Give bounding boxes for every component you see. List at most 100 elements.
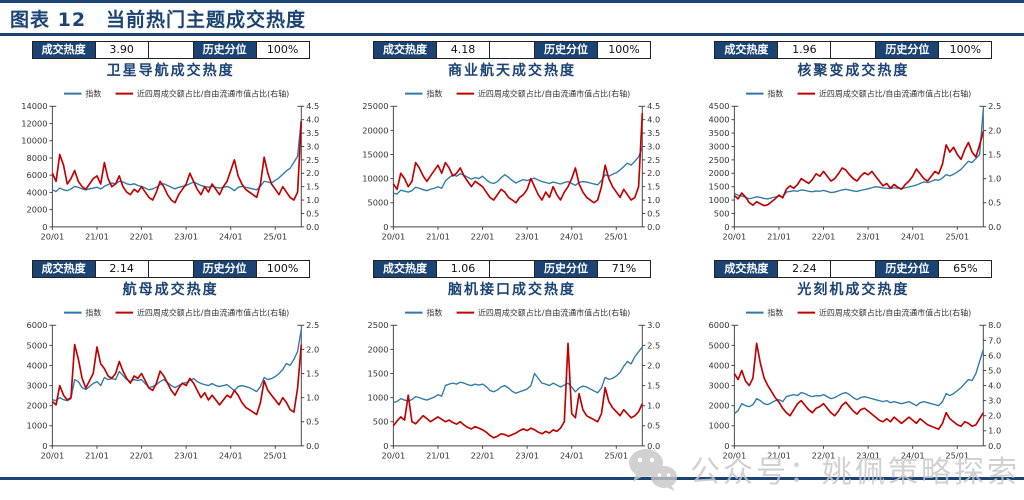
percentile-value: 100% bbox=[255, 41, 310, 59]
title-underline-rule bbox=[0, 33, 1024, 36]
left-tick-label: 4500 bbox=[709, 101, 730, 111]
right-tick-label: 7.0 bbox=[988, 335, 1001, 345]
ratio-line bbox=[734, 131, 985, 207]
x-tick-label: 21/01 bbox=[85, 231, 109, 241]
right-tick-label: 3.0 bbox=[306, 141, 319, 151]
legend-ratio-label: 近四周成交额占比/自由流通市值占比(右轴) bbox=[137, 89, 289, 99]
percentile-label: 历史分位 bbox=[192, 41, 257, 59]
heat-value: 3.90 bbox=[94, 41, 149, 59]
charts-grid: 成交热度 3.90 历史分位 100% 卫星导航成交热度 0 2000 4000 6000 800… bbox=[0, 38, 1024, 476]
right-tick-label: 4.5 bbox=[306, 101, 319, 111]
left-tick-label: 12000 bbox=[21, 118, 47, 128]
left-tick-label: 2000 bbox=[26, 205, 47, 215]
x-tick-label: 22/01 bbox=[812, 450, 836, 460]
left-tick-label: 4000 bbox=[709, 115, 730, 125]
heat-badge: 成交热度 4.18 历史分位 100% bbox=[372, 41, 651, 59]
heat-value: 1.96 bbox=[777, 41, 832, 59]
left-tick-label: 0 bbox=[383, 222, 388, 232]
ratio-line bbox=[392, 112, 644, 204]
left-tick-label: 2000 bbox=[709, 401, 730, 411]
badge-spacer bbox=[488, 260, 535, 278]
right-tick-label: 4.0 bbox=[647, 115, 660, 125]
ratio-line bbox=[51, 121, 302, 204]
right-tick-label: 0.5 bbox=[306, 208, 319, 218]
right-tick-label: 4.0 bbox=[306, 115, 319, 125]
badge-spacer bbox=[147, 260, 194, 278]
index-line bbox=[51, 329, 302, 402]
heat-badge: 成交热度 2.14 历史分位 100% bbox=[31, 260, 310, 278]
chart-canvas: 0 5000 10000 15000 20000 25000 0.0 0.5 1.0 1.5 2.0… bbox=[362, 89, 660, 242]
legend-index-label: 指数 bbox=[768, 308, 784, 318]
heat-value: 1.06 bbox=[435, 260, 490, 278]
percentile-label: 历史分位 bbox=[875, 41, 940, 59]
left-tick-label: 2000 bbox=[367, 344, 388, 354]
x-tick-label: 22/01 bbox=[129, 231, 153, 241]
right-tick-label: 1.0 bbox=[647, 195, 660, 205]
left-tick-label: 0 bbox=[383, 441, 388, 451]
left-tick-label: 5000 bbox=[367, 198, 388, 208]
left-tick-label: 15000 bbox=[362, 149, 388, 159]
left-tick-label: 4000 bbox=[26, 187, 47, 197]
x-tick-label: 21/01 bbox=[767, 450, 791, 460]
legend-index-label: 指数 bbox=[85, 308, 101, 318]
legend-ratio-label: 近四周成交额占比/自由流通市值占比(右轴) bbox=[819, 308, 971, 318]
right-tick-label: 5.0 bbox=[988, 365, 1001, 375]
heat-label: 成交热度 bbox=[372, 41, 437, 59]
left-tick-label: 3000 bbox=[26, 380, 47, 390]
x-tick-label: 24/01 bbox=[560, 231, 584, 241]
x-tick-label: 23/01 bbox=[515, 450, 539, 460]
index-line bbox=[51, 119, 302, 193]
x-tick-label: 23/01 bbox=[515, 231, 539, 241]
right-tick-label: 1.0 bbox=[306, 393, 319, 403]
x-tick-label: 20/01 bbox=[381, 450, 405, 460]
x-tick-label: 25/01 bbox=[604, 450, 628, 460]
right-tick-label: 3.5 bbox=[647, 128, 660, 138]
chart-canvas: 0 2000 4000 6000 8000 10000 12000 14000 0.0 0.5 1.… bbox=[21, 89, 319, 242]
right-tick-label: 2.5 bbox=[647, 155, 660, 165]
right-tick-label: 0.0 bbox=[306, 441, 319, 451]
right-tick-label: 2.5 bbox=[306, 155, 319, 165]
right-tick-label: 4.5 bbox=[647, 101, 660, 111]
percentile-value: 100% bbox=[255, 260, 310, 278]
left-tick-label: 6000 bbox=[709, 320, 730, 330]
figure-header: 图表 12 当前热门主题成交热度 bbox=[10, 5, 1014, 32]
right-tick-label: 3.0 bbox=[647, 141, 660, 151]
chart-title: 航母成交热度 bbox=[122, 282, 219, 298]
left-tick-label: 500 bbox=[714, 208, 730, 218]
x-tick-label: 20/01 bbox=[381, 231, 405, 241]
left-tick-label: 4000 bbox=[26, 360, 47, 370]
left-tick-label: 1000 bbox=[709, 421, 730, 431]
bottom-border-rule bbox=[0, 477, 1024, 480]
chart-canvas: 0 500 1000 1500 2000 2500 0.0 0.5 1.0 1.5 2.0 2.5 3.… bbox=[367, 308, 660, 461]
right-tick-label: 2.0 bbox=[306, 344, 319, 354]
right-tick-label: 1.0 bbox=[988, 426, 1001, 436]
left-tick-label: 0 bbox=[725, 222, 730, 232]
right-tick-label: 0.0 bbox=[647, 222, 660, 232]
left-tick-label: 5000 bbox=[26, 340, 47, 350]
right-tick-label: 2.5 bbox=[306, 320, 319, 330]
percentile-value: 100% bbox=[596, 41, 651, 59]
percentile-value: 65% bbox=[938, 260, 993, 278]
right-tick-label: 1.5 bbox=[647, 182, 660, 192]
left-tick-label: 10000 bbox=[362, 174, 388, 184]
percentile-value: 71% bbox=[596, 260, 651, 278]
left-tick-label: 3000 bbox=[709, 380, 730, 390]
left-tick-label: 2000 bbox=[709, 168, 730, 178]
right-tick-label: 8.0 bbox=[988, 320, 1001, 330]
chart-panel-3: 成交热度 1.96 历史分位 100% 核聚变成交热度 0 500 1000 1500 2000 2… bbox=[683, 38, 1024, 257]
right-tick-label: 0.0 bbox=[988, 222, 1001, 232]
percentile-label: 历史分位 bbox=[192, 260, 257, 278]
left-tick-label: 1000 bbox=[709, 195, 730, 205]
heat-value: 2.14 bbox=[94, 260, 149, 278]
left-tick-label: 0 bbox=[42, 222, 47, 232]
percentile-label: 历史分位 bbox=[533, 260, 598, 278]
left-tick-label: 6000 bbox=[26, 170, 47, 180]
right-tick-label: 3.0 bbox=[988, 396, 1001, 406]
right-tick-label: 6.0 bbox=[988, 350, 1001, 360]
x-tick-label: 22/01 bbox=[129, 450, 153, 460]
legend-index-label: 指数 bbox=[426, 89, 442, 99]
chart-canvas: 0 1000 2000 3000 4000 5000 6000 0.0 0.5 1.0 1.5 2.0… bbox=[26, 308, 319, 461]
x-tick-label: 23/01 bbox=[857, 231, 881, 241]
left-tick-label: 1500 bbox=[367, 368, 388, 378]
x-tick-label: 24/01 bbox=[218, 450, 242, 460]
